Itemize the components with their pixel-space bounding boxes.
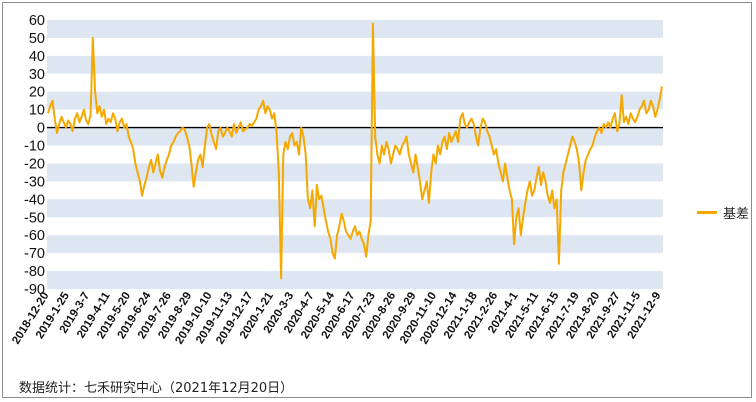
y-tick-label: 0 (37, 121, 45, 137)
y-tick-label: -40 (24, 192, 45, 208)
y-tick-label: -30 (24, 174, 45, 190)
y-tick-label: 30 (29, 67, 45, 83)
grid-band (47, 73, 663, 92)
y-tick-label: -60 (24, 228, 45, 244)
grid-band (47, 109, 663, 128)
grid-band (47, 253, 663, 272)
grid-band (47, 163, 663, 182)
line-chart: 60 50 40 30 20 10 0 -10-20 -30 -40 -50 -60 -70 -80 -90… (10, 13, 663, 347)
grid-band (47, 91, 663, 110)
source-note: 数据统计：七禾研究中心（2021年12月20日） (19, 381, 294, 396)
y-tick-label: -10 (24, 139, 45, 155)
y-tick-label: -20 (24, 156, 45, 172)
grid-band (47, 55, 663, 74)
legend: 基差 (697, 203, 749, 222)
y-tick-label: -90 (24, 282, 45, 298)
legend-label: 基差 (723, 207, 750, 222)
legend-swatch (697, 211, 717, 214)
chart-frame: 60 50 40 30 20 10 0 -10 -20 -30 -40 -50 -60 -70 -80 -90… (2, 2, 752, 398)
grid-bands (47, 20, 663, 289)
series-line-基差 (47, 22, 663, 280)
y-tick-label: -70 (24, 246, 45, 262)
grid-band (47, 235, 663, 254)
y-tick-label: -50 (24, 210, 45, 226)
grid-band (47, 127, 663, 146)
series-group (47, 22, 663, 280)
grid-band (47, 199, 663, 218)
y-axis-ticks: 60 50 40 30 20 10 0 -10-20 -30 -40 -50 -60 -70 -80 -90 (24, 13, 45, 298)
grid-band (47, 271, 663, 289)
y-tick-label: 20 (29, 85, 45, 101)
y-tick-label: 50 (29, 31, 45, 47)
y-tick-label: 40 (29, 49, 45, 65)
grid-band (47, 37, 663, 56)
y-tick-label: 60 (29, 13, 45, 29)
grid-band (47, 20, 663, 38)
x-axis-ticks: 2018-12-202019-1-252019-3-72019-4-112019… (10, 290, 663, 347)
y-tick-label: -80 (24, 264, 45, 280)
grid-band (47, 145, 663, 164)
y-tick-label: 10 (29, 103, 45, 119)
